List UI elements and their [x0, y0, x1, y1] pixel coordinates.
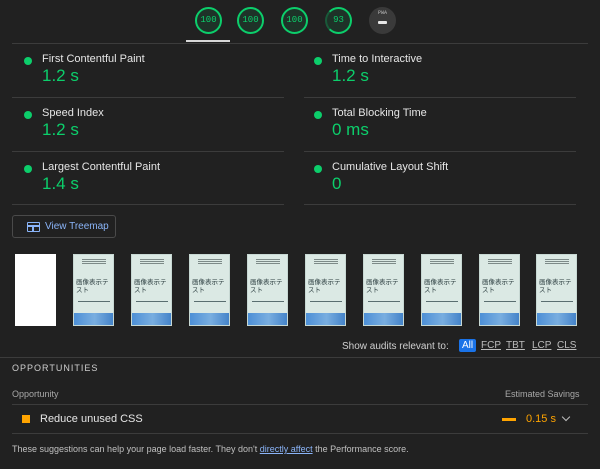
divider	[12, 151, 284, 152]
hero-image	[364, 313, 403, 325]
metric-value: 0 ms	[332, 120, 369, 139]
metric-largest-contentful-paint: Largest Contentful Paint 1.4 s	[24, 161, 264, 211]
metric-label: Speed Index	[42, 107, 104, 119]
performance-score-value: 100	[200, 15, 217, 25]
pwa-dash-icon	[378, 21, 387, 24]
opportunity-row-reduce-unused-css[interactable]: Reduce unused CSS 0.15 s	[12, 406, 588, 432]
metric-label: Total Blocking Time	[332, 107, 427, 119]
divider	[0, 357, 600, 358]
seo-score-value: 93	[333, 15, 344, 25]
average-square-icon	[22, 415, 30, 423]
opportunities-title: OPPORTUNITIES	[12, 363, 99, 373]
divider	[304, 97, 576, 98]
filter-chip-tbt[interactable]: TBT	[506, 340, 525, 351]
filter-chip-all[interactable]: All	[459, 339, 477, 352]
filmstrip-frame: 画像表示テ スト	[421, 254, 462, 326]
metric-value: 1.2 s	[42, 120, 79, 139]
filmstrip-frame: 画像表示テ スト	[305, 254, 346, 326]
filmstrip-frame: 画像表示テ スト	[131, 254, 172, 326]
savings-bar	[502, 418, 516, 421]
filmstrip-frame: 画像表示テ スト	[73, 254, 114, 326]
metric-value: 1.2 s	[332, 66, 369, 85]
divider	[12, 43, 588, 44]
treemap-icon	[27, 222, 40, 232]
metric-label: Time to Interactive	[332, 53, 423, 65]
divider	[12, 204, 284, 205]
hero-image	[190, 313, 229, 325]
divider	[12, 433, 588, 434]
chevron-down-icon[interactable]	[561, 412, 571, 422]
filmstrip-frame: 画像表示テ スト	[479, 254, 520, 326]
audit-filter-label: Show audits relevant to:	[342, 341, 449, 352]
hero-image	[248, 313, 287, 325]
filter-chip-cls[interactable]: CLS	[557, 340, 577, 351]
metric-cumulative-layout-shift: Cumulative Layout Shift 0	[314, 161, 554, 211]
metric-total-blocking-time: Total Blocking Time 0 ms	[314, 107, 554, 157]
filmstrip-frame: 画像表示テ スト	[363, 254, 404, 326]
filmstrip-frame-blank	[15, 254, 56, 326]
divider	[12, 97, 284, 98]
pwa-badge-label: PWA	[377, 10, 387, 16]
filmstrip-frame: 画像表示テ スト	[189, 254, 230, 326]
divider	[304, 204, 576, 205]
hero-image	[74, 313, 113, 325]
metric-speed-index: Speed Index 1.2 s	[24, 107, 264, 157]
hero-image	[132, 313, 171, 325]
best-practices-score-value: 100	[286, 15, 303, 25]
filter-chip-fcp[interactable]: FCP	[481, 340, 501, 351]
pass-dot-icon	[314, 57, 322, 65]
filmstrip-frame: 画像表示テ スト	[247, 254, 288, 326]
metric-first-contentful-paint: First Contentful Paint 1.2 s	[24, 53, 264, 103]
divider	[12, 404, 588, 405]
metric-time-to-interactive: Time to Interactive 1.2 s	[314, 53, 554, 103]
hero-image	[480, 313, 519, 325]
accessibility-score-gauge[interactable]: 100	[237, 7, 264, 34]
filter-chip-lcp[interactable]: LCP	[532, 340, 552, 351]
opportunity-label: Reduce unused CSS	[40, 413, 143, 425]
directly-affect-link[interactable]: directly affect	[259, 444, 313, 454]
metric-value: 0	[332, 174, 342, 193]
metric-value: 1.2 s	[42, 66, 79, 85]
pass-dot-icon	[314, 111, 322, 119]
column-header-opportunity: Opportunity	[12, 389, 59, 399]
savings-value: 0.15 s	[526, 413, 556, 425]
hero-image	[537, 313, 576, 325]
column-header-estimated-savings: Estimated Savings	[505, 389, 580, 399]
opportunities-footnote: These suggestions can help your page loa…	[12, 444, 409, 454]
seo-score-gauge[interactable]: 93	[325, 7, 352, 34]
pass-dot-icon	[24, 165, 32, 173]
pass-dot-icon	[24, 57, 32, 65]
accessibility-score-value: 100	[242, 15, 259, 25]
filmstrip-frame: 画像表示テ スト	[536, 254, 577, 326]
metric-label: First Contentful Paint	[42, 53, 145, 65]
active-category-indicator	[186, 40, 230, 42]
hero-image	[306, 313, 345, 325]
view-treemap-label: View Treemap	[45, 221, 109, 232]
metric-value: 1.4 s	[42, 174, 79, 193]
score-gauges: 100 100 100 93 PWA	[0, 0, 600, 42]
pwa-badge[interactable]: PWA	[369, 7, 396, 34]
pass-dot-icon	[314, 165, 322, 173]
hero-image	[422, 313, 461, 325]
performance-score-gauge[interactable]: 100	[195, 7, 222, 34]
divider	[304, 151, 576, 152]
metric-label: Cumulative Layout Shift	[332, 161, 449, 173]
metric-label: Largest Contentful Paint	[42, 161, 161, 173]
view-treemap-button[interactable]: View Treemap	[12, 215, 116, 238]
pass-dot-icon	[24, 111, 32, 119]
best-practices-score-gauge[interactable]: 100	[281, 7, 308, 34]
